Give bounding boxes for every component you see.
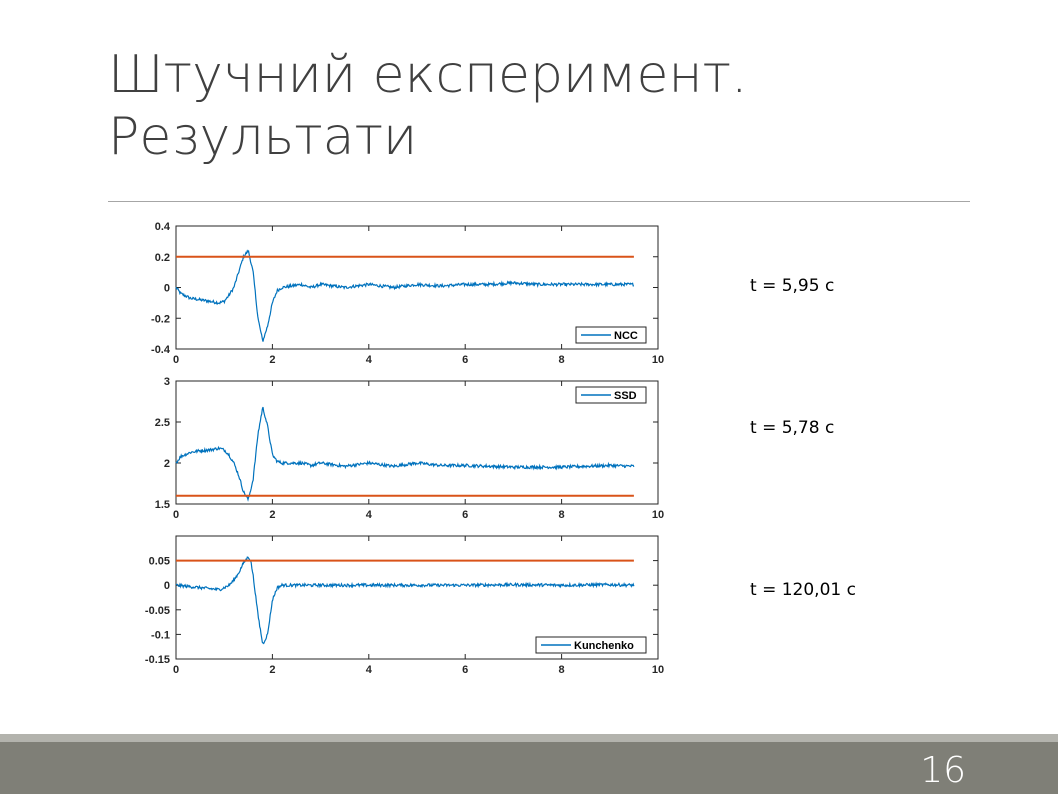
- y-tick-label: 0.2: [155, 252, 170, 264]
- legend-label: NCC: [614, 330, 638, 342]
- charts-figure: 0 2 4 6 8 10 0.4 0.2 0 -0.2 -0.4 NCC 0 2 4 6 8 10 3 2.5 2 1.5…: [145, 221, 664, 676]
- x-tick-label: 10: [652, 354, 664, 366]
- y-tick-label: -0.2: [151, 313, 170, 325]
- series-line-kunchenko: [175, 556, 635, 645]
- footer-accent-strip: [0, 734, 1058, 742]
- page-number: 16: [920, 750, 966, 791]
- legend-ncc: NCC: [575, 326, 647, 344]
- y-tick-label: 0.05: [149, 556, 170, 568]
- x-tick-label: 2: [269, 664, 275, 676]
- x-tick-label: 4: [366, 354, 373, 366]
- title-line-1: Штучний експеримент.: [108, 45, 748, 105]
- x-tick-label: 8: [559, 664, 565, 676]
- x-tick-label: 10: [652, 664, 664, 676]
- y-tick-label: 0: [164, 283, 170, 295]
- x-tick-label: 6: [462, 664, 468, 676]
- x-tick-label: 4: [366, 664, 373, 676]
- x-tick-label: 4: [366, 509, 373, 521]
- y-tick-label: 0.4: [155, 221, 171, 233]
- x-tick-label: 10: [652, 509, 664, 521]
- chart-ssd: 0 2 4 6 8 10 3 2.5 2 1.5 SSD: [155, 376, 664, 521]
- chart-kunchenko: 0 2 4 6 8 10 0.05 0 -0.05 -0.1 -0.15 Kunchenko: [145, 535, 664, 676]
- x-tick-label: 6: [462, 509, 468, 521]
- x-tick-label: 6: [462, 354, 468, 366]
- y-tick-label: 0: [164, 580, 170, 592]
- x-tick-label: 8: [559, 354, 565, 366]
- legend-box: [535, 636, 647, 654]
- footer-bar: 16: [0, 742, 1058, 794]
- timing-label-kunchenko: t = 120,01 c: [750, 580, 856, 600]
- x-tick-label: 0: [173, 664, 179, 676]
- x-tick-label: 2: [269, 509, 275, 521]
- x-tick-label: 0: [173, 509, 179, 521]
- legend-kunchenko: Kunchenko: [535, 636, 647, 654]
- y-tick-label: 2: [164, 458, 170, 470]
- y-tick-label: 1.5: [155, 499, 170, 511]
- chart-ncc: 0 2 4 6 8 10 0.4 0.2 0 -0.2 -0.4 NCC: [151, 221, 664, 366]
- y-tick-label: -0.15: [145, 654, 170, 666]
- y-tick-label: -0.05: [145, 605, 170, 617]
- title-line-2: Результати: [108, 107, 418, 167]
- legend-ssd: SSD: [575, 386, 647, 404]
- series-line-ssd: [175, 406, 635, 502]
- x-tick-label: 8: [559, 509, 565, 521]
- x-tick-label: 2: [269, 354, 275, 366]
- title-divider: [108, 201, 970, 202]
- y-tick-label: -0.4: [151, 344, 171, 356]
- y-tick-label: 3: [164, 376, 170, 388]
- legend-label: Kunchenko: [574, 640, 634, 652]
- timing-label-ncc: t = 5,95 c: [750, 276, 835, 296]
- legend-label: SSD: [614, 390, 637, 402]
- x-tick-label: 0: [173, 354, 179, 366]
- series-line-ncc: [175, 249, 634, 342]
- slide-title: Штучний експеримент. Результати: [108, 44, 968, 168]
- timing-label-ssd: t = 5,78 c: [750, 418, 835, 438]
- y-tick-label: 2.5: [155, 417, 170, 429]
- y-tick-label: -0.1: [151, 629, 170, 641]
